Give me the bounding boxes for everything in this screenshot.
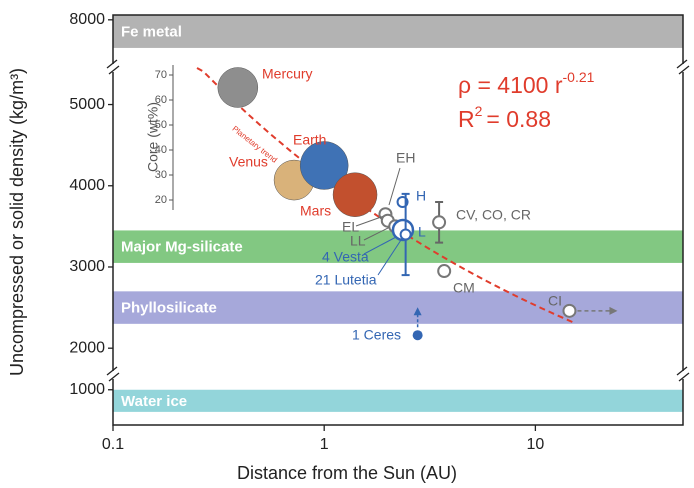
axis-break-mark (676, 59, 688, 69)
point-label: Mars (300, 203, 331, 219)
fit-label: ρ = 4100 r (458, 72, 563, 98)
axis-break-mark (106, 59, 118, 69)
band (113, 15, 683, 48)
axis-break-mark (108, 372, 120, 382)
x-axis-label: Distance from the Sun (AU) (237, 463, 457, 483)
y-tick-label: 3000 (69, 258, 105, 275)
point-label: Mercury (262, 66, 313, 82)
point-label: Earth (293, 132, 326, 148)
r2-label: R (458, 106, 475, 132)
axis-break-mark (678, 372, 690, 382)
leader-line (363, 235, 399, 255)
axis-break-gap (679, 371, 687, 379)
leader-line (355, 215, 385, 227)
point-label: Venus (229, 154, 268, 170)
r2-value: = 0.88 (486, 106, 551, 132)
y-tick-label: 4000 (69, 177, 105, 194)
axis-break-mark (676, 366, 688, 376)
planet (299, 141, 349, 190)
ceres-point (412, 330, 423, 341)
inset-tick-label: 50 (155, 119, 167, 131)
band-label: Fe metal (121, 23, 182, 40)
band-label: Water ice (121, 393, 187, 410)
y-tick-label: 2000 (69, 339, 105, 356)
inset-tick-label: 70 (155, 69, 167, 81)
axis-break-mark (678, 65, 690, 75)
leader-line (377, 239, 402, 276)
plot-frame (112, 14, 684, 426)
meteorite-point (432, 215, 447, 230)
x-tick-label: 0.1 (102, 436, 124, 453)
axis-break-gap (109, 64, 117, 72)
x-tick-label: 10 (526, 436, 544, 453)
ceres-arrow-head (413, 307, 422, 316)
ci-arrow-head (609, 306, 618, 315)
planet (217, 67, 259, 108)
band-label: Phyllosilicate (121, 300, 217, 317)
point-label: 21 Lutetia (315, 272, 377, 288)
band (113, 389, 683, 412)
y-tick-label: 8000 (69, 11, 105, 28)
band (113, 291, 683, 324)
point-label: CM (453, 280, 475, 296)
asteroid-point (399, 228, 412, 241)
inset-tick-label: 30 (155, 169, 167, 181)
r2-text: R2 = 0.88 (458, 103, 551, 132)
point-label: CI (548, 293, 562, 309)
inset-y-label: Core (wt%) (145, 102, 161, 172)
inset-tick-label: 40 (155, 144, 167, 156)
leader-line (363, 225, 393, 241)
point-label: LL (350, 233, 366, 249)
inset-tick-label: 20 (155, 194, 167, 206)
meteorite-point (437, 264, 452, 279)
point-label: EH (396, 150, 415, 166)
leader-line (388, 167, 401, 206)
planet (332, 172, 378, 217)
inset-tick-label: 60 (155, 94, 167, 106)
x-tick-label: 1 (320, 436, 329, 453)
point-label: 4 Vesta (322, 249, 369, 265)
y-tick-label: 1000 (69, 381, 105, 398)
meteorite-point (562, 303, 577, 318)
point-label: 1 Ceres (352, 327, 401, 343)
axis-break-gap (679, 64, 687, 72)
axis-break-gap (109, 371, 117, 379)
r2-sup: 2 (475, 103, 483, 119)
axis-break-mark (108, 65, 120, 75)
y-axis-label: Uncompressed or solid density (kg/m³) (7, 68, 27, 376)
band-label: Major Mg-silicate (121, 239, 243, 256)
y-tick-label: 5000 (69, 96, 105, 113)
fit-exponent: -0.21 (563, 69, 595, 85)
point-label: H (416, 188, 426, 204)
point-label: EL (342, 219, 359, 235)
fit-equation: ρ = 4100 r-0.21 (458, 69, 595, 98)
point-label: CV, CO, CR (456, 207, 531, 223)
axis-break-mark (106, 366, 118, 376)
point-label: L (418, 224, 426, 240)
